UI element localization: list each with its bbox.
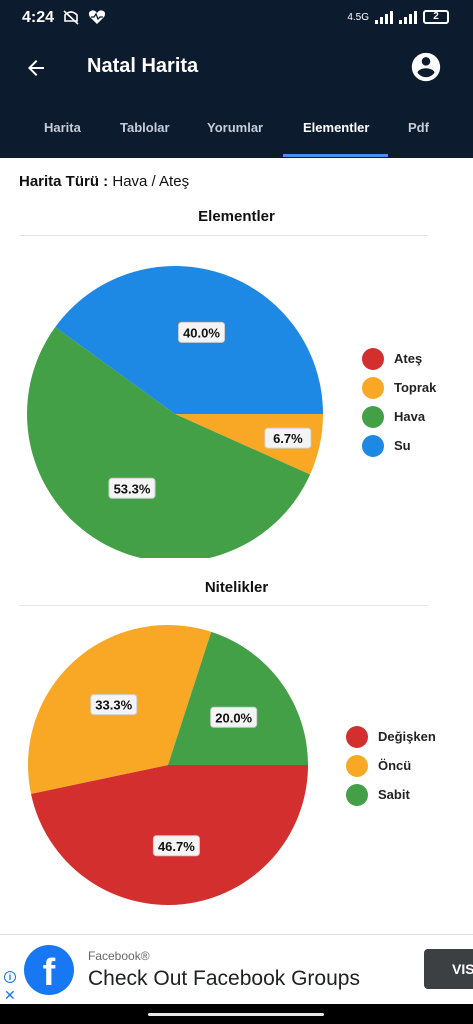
battery-icon: 2 (423, 10, 449, 24)
legend-swatch (362, 376, 384, 399)
chart-type-label: Harita Türü : (19, 173, 109, 190)
pie-value-label: 46.7% (158, 839, 195, 854)
main-content: Harita Türü : Hava / Ateş Elementler 6.7… (0, 158, 473, 934)
legend-label: Değişken (378, 729, 436, 744)
legend-label: Öncü (378, 758, 412, 773)
pie-chart-elementler: 6.7% 53.3% 40.0% (27, 266, 324, 558)
legend-label: Toprak (394, 380, 437, 395)
status-time: 4:24 (22, 9, 55, 26)
legend-label: Ateş (394, 351, 423, 366)
pie-label: 6.7% (264, 427, 312, 449)
legend-item-hava: Hava (362, 402, 436, 431)
ad-headline: Check Out Facebook Groups (88, 967, 360, 990)
legend-item-sabit: Sabit (346, 780, 436, 809)
ad-advertiser: Facebook® (88, 949, 150, 963)
legend-item-ateş: Ateş (362, 344, 436, 373)
chart-title-elementler: Elementler (198, 208, 275, 225)
legend-swatch (346, 725, 368, 748)
network-label: 4.5G (347, 11, 369, 23)
tab-tablolar[interactable]: Tablolar (120, 120, 170, 135)
legend-label: Su (394, 438, 411, 453)
legend-swatch (362, 434, 384, 457)
legend-item-öncü: Öncü (346, 751, 436, 780)
legend-swatch (362, 347, 384, 370)
legend-elementler: Ateş Toprak Hava Su (362, 344, 436, 460)
legend-item-değişken: Değişken (346, 722, 436, 751)
notification-icons (62, 9, 106, 28)
pie-value-label: 6.7% (273, 431, 303, 446)
pie-value-label: 40.0% (183, 325, 220, 340)
legend-label: Sabit (378, 787, 410, 802)
signal-icon (375, 10, 393, 24)
legend-item-toprak: Toprak (362, 373, 436, 402)
legend-swatch (346, 783, 368, 806)
tab-harita[interactable]: Harita (44, 120, 81, 135)
arrow-left-icon (28, 60, 44, 76)
chart-title-nitelikler: Nitelikler (204, 579, 269, 596)
system-nav-bar (0, 1004, 473, 1024)
pie-label: 33.3% (90, 694, 138, 716)
ad-banner[interactable]: f Facebook® Check Out Facebook Groups VI… (0, 934, 473, 1004)
ad-cta-button[interactable]: VIS (424, 949, 473, 989)
app-bar: Natal Harita (0, 36, 473, 100)
legend-swatch (346, 754, 368, 777)
legend-swatch (362, 405, 384, 428)
pie-label: 46.7% (152, 835, 200, 857)
legend-nitelikler: Değişken Öncü Sabit (346, 722, 436, 809)
heart-pulse-icon (88, 10, 106, 24)
signal-icon-2 (399, 10, 417, 24)
facebook-logo-icon: f (24, 945, 74, 995)
legend-label: Hava (394, 409, 426, 424)
account-button[interactable] (409, 50, 443, 84)
tab-elementler[interactable]: Elementler (303, 120, 370, 135)
pie-label: 20.0% (210, 706, 258, 728)
active-tab-indicator (283, 154, 388, 157)
status-bar: 4:24 4.5G 2 (0, 0, 473, 36)
status-right: 4.5G 2 (347, 10, 449, 24)
home-gesture-handle[interactable] (148, 1013, 324, 1016)
pie-value-label: 53.3% (114, 481, 151, 496)
mute-icon (63, 10, 79, 25)
ad-info-icon[interactable]: i (4, 971, 16, 983)
tab-yorumlar[interactable]: Yorumlar (207, 120, 264, 135)
divider (19, 235, 428, 236)
pie-slice-değişken (30, 765, 309, 905)
chart-type-row: Harita Türü : Hava / Ateş (19, 173, 189, 190)
chart-type-value: Hava / Ateş (112, 173, 190, 190)
divider (19, 605, 428, 606)
pie-label: 40.0% (178, 321, 226, 343)
back-button[interactable] (18, 50, 54, 86)
page-title: Natal Harita (87, 55, 199, 77)
pie-value-label: 20.0% (215, 710, 252, 725)
account-circle-icon (411, 52, 441, 82)
pie-slice-sabit (168, 631, 308, 765)
pie-value-label: 33.3% (95, 698, 132, 713)
pie-chart-nitelikler: 46.7% 33.3% 20.0% (28, 625, 309, 905)
pie-slice-hava (27, 327, 311, 558)
ad-close-icon[interactable]: ✕ (4, 987, 16, 1003)
legend-item-su: Su (362, 431, 436, 460)
tab-pdf[interactable]: Pdf (408, 120, 429, 135)
pie-label: 53.3% (108, 477, 156, 499)
tab-bar: Harita Tablolar Yorumlar Elementler Pdf (0, 100, 473, 158)
